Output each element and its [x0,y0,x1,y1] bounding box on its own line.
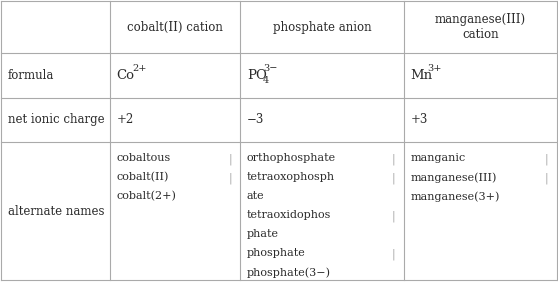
Text: cobalt(II) cation: cobalt(II) cation [127,21,223,34]
Text: orthophosphate: orthophosphate [247,153,336,163]
Text: formula: formula [8,69,55,82]
Text: |: | [545,172,549,184]
Text: |: | [392,210,396,222]
Text: |: | [392,248,396,260]
Text: phosphate: phosphate [247,248,306,258]
Text: 3−: 3− [263,64,277,73]
Text: cobalt(II): cobalt(II) [116,172,169,183]
Text: phosphate anion: phosphate anion [273,21,371,34]
Text: phate: phate [247,229,279,239]
Text: cobaltous: cobaltous [116,153,171,163]
Text: manganese(III)
cation: manganese(III) cation [435,13,526,41]
Text: manganese(3+): manganese(3+) [411,191,500,202]
Text: Co: Co [116,69,134,82]
Text: |: | [228,153,232,165]
Text: tetraoxidophos: tetraoxidophos [247,210,331,220]
Text: ate: ate [247,191,264,201]
Text: manganic: manganic [411,153,466,163]
Text: manganese(III): manganese(III) [411,172,497,183]
Text: alternate names: alternate names [8,205,104,218]
Text: phosphate(3−): phosphate(3−) [247,267,331,278]
Text: 3+: 3+ [427,64,441,73]
Text: 2+: 2+ [133,64,147,73]
Text: |: | [228,172,232,184]
Text: cobalt(2+): cobalt(2+) [116,191,176,202]
Text: net ionic charge: net ionic charge [8,113,105,126]
Text: +3: +3 [411,113,428,126]
Text: |: | [392,153,396,165]
Text: Mn: Mn [411,69,432,82]
Text: −3: −3 [247,113,264,126]
Text: 4: 4 [263,76,269,85]
Text: |: | [545,153,549,165]
Text: |: | [392,172,396,184]
Text: +2: +2 [116,113,133,126]
Text: PO: PO [247,69,267,82]
Text: tetraoxophosph: tetraoxophosph [247,172,335,182]
